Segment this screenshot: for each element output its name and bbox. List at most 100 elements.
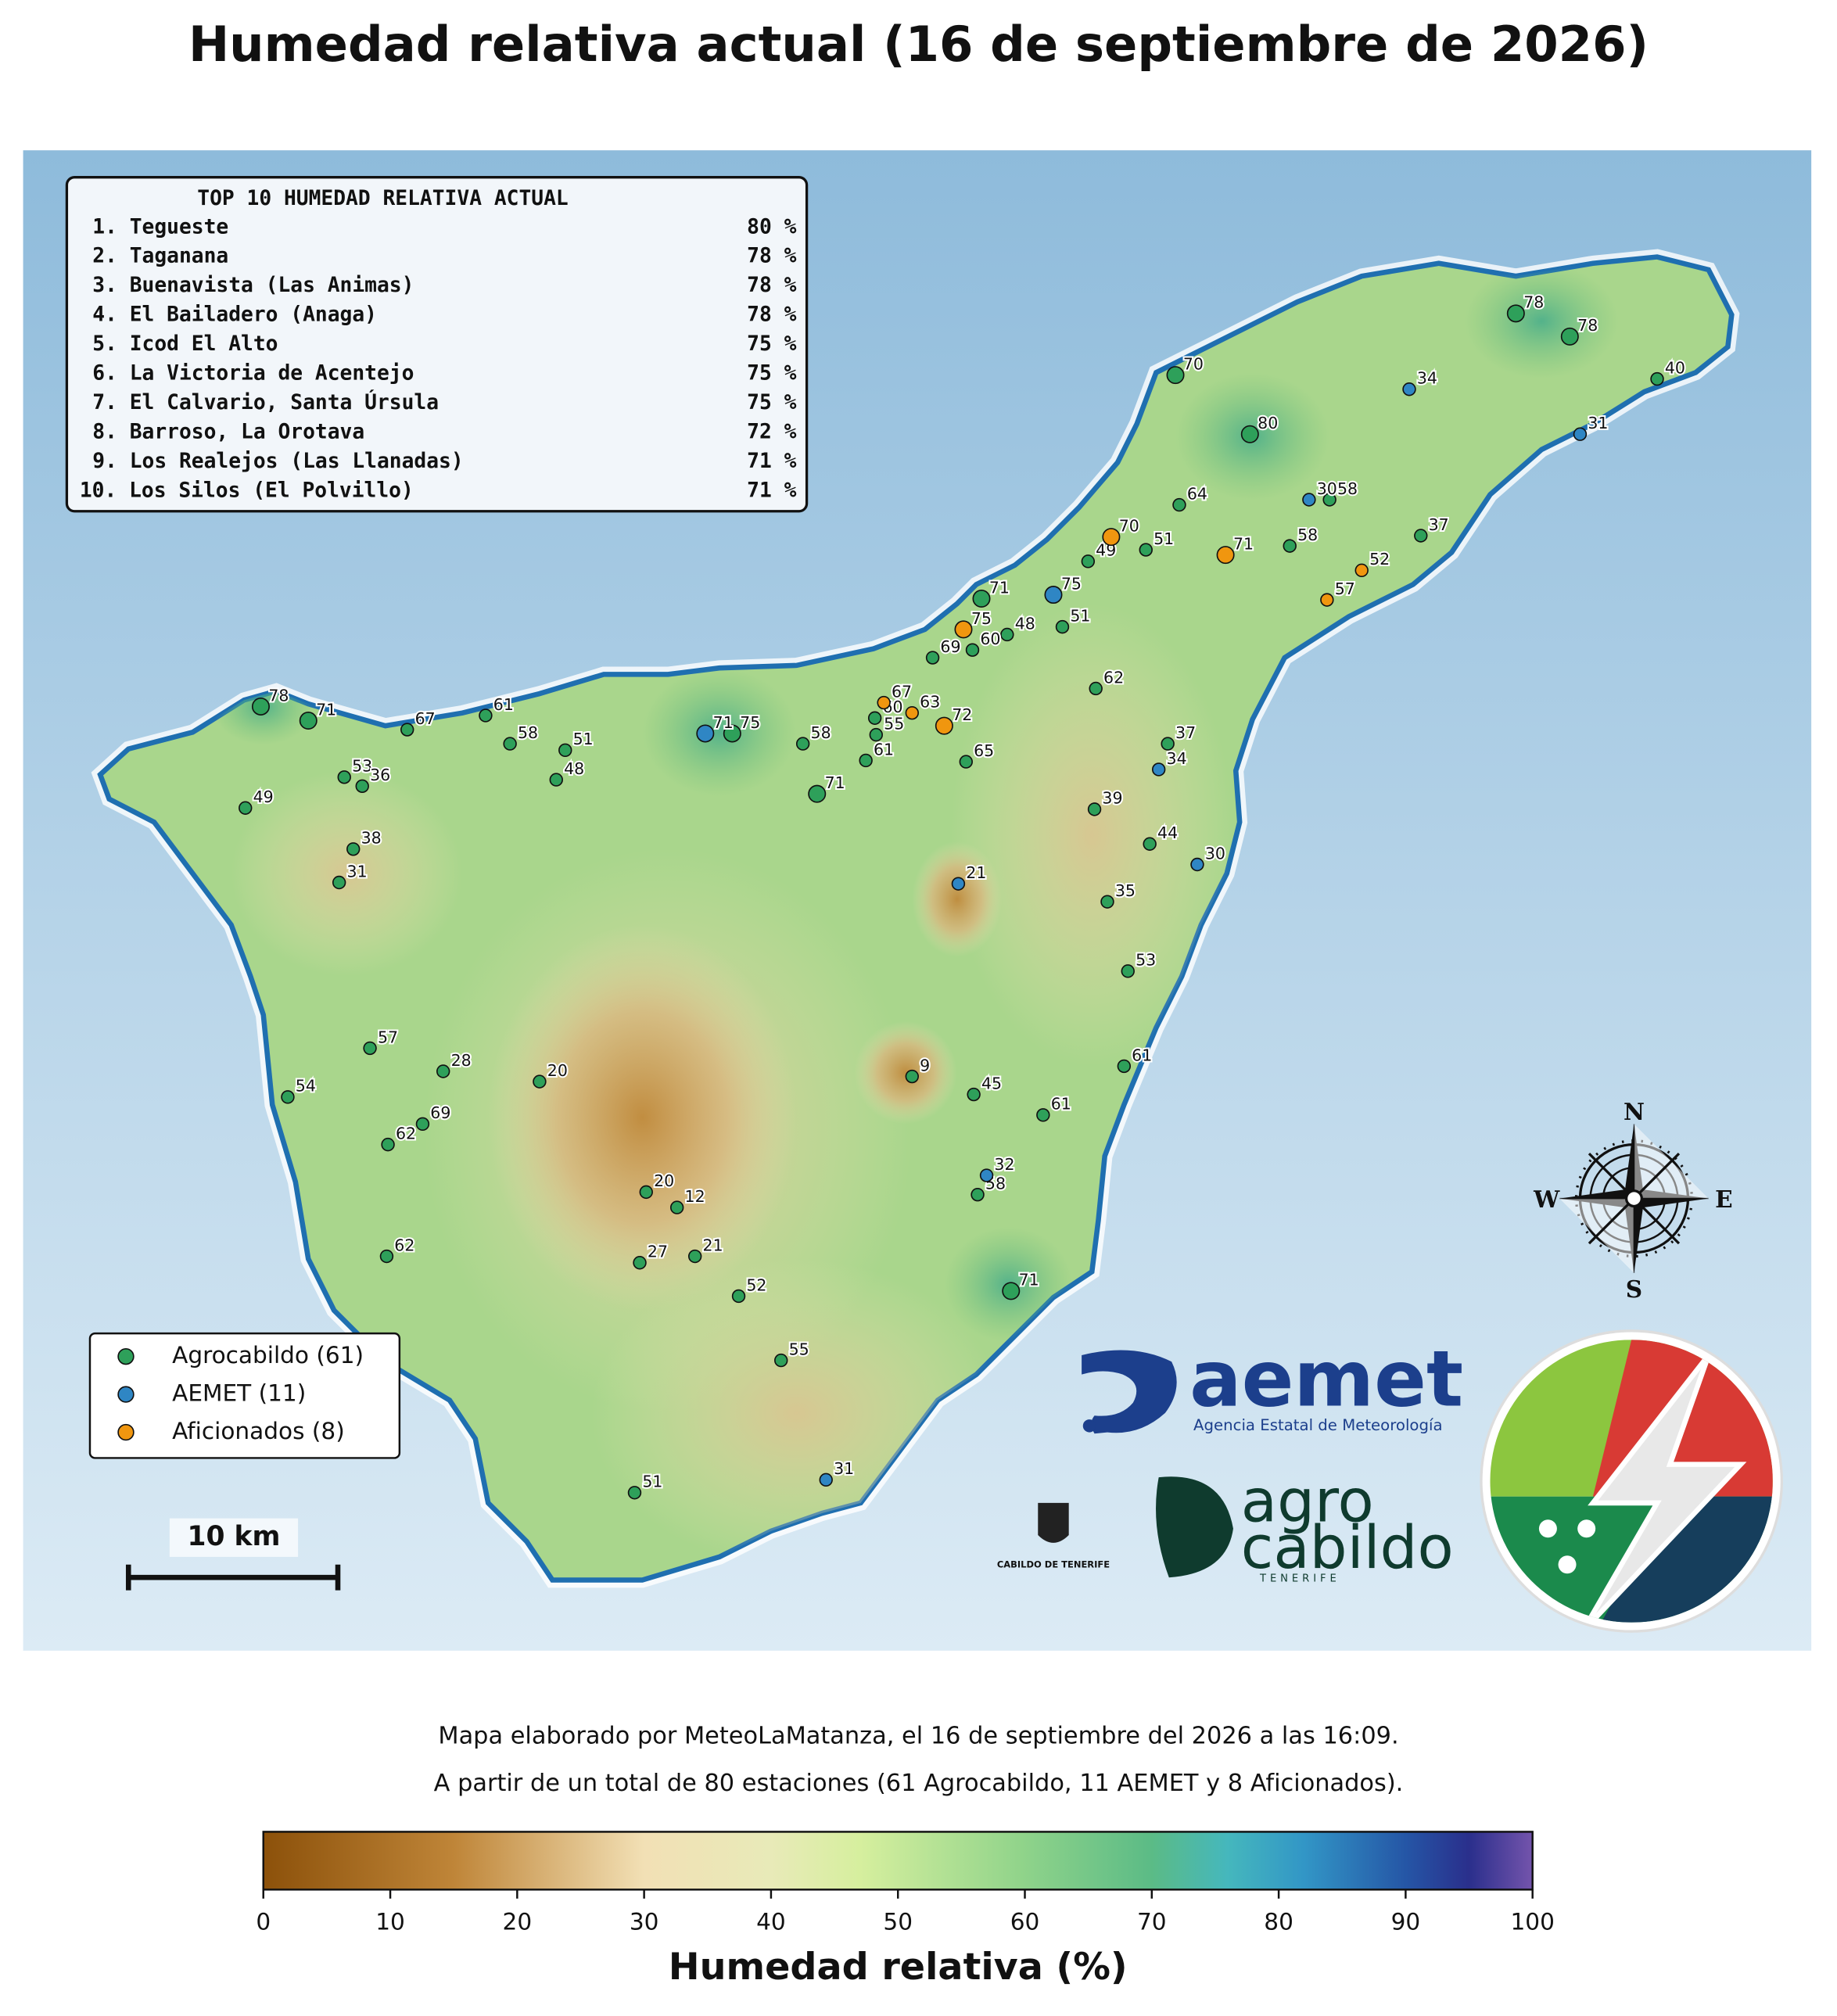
station xyxy=(558,743,572,758)
colorbar-tick-label: 90 xyxy=(1391,1909,1421,1935)
humidity-zone xyxy=(642,668,797,797)
station-value: 75 xyxy=(971,609,992,628)
station-value: 71 xyxy=(989,578,1010,597)
station xyxy=(1402,382,1416,396)
station-value: 49 xyxy=(253,787,274,806)
station xyxy=(251,697,270,716)
station xyxy=(1172,497,1186,512)
station-value: 55 xyxy=(789,1340,809,1358)
legend-label: Agrocabildo (61) xyxy=(172,1342,364,1369)
station-value: 71 xyxy=(713,713,734,732)
station xyxy=(1100,895,1114,909)
legend-marker xyxy=(117,1423,135,1441)
station xyxy=(1087,802,1102,816)
station xyxy=(935,716,953,735)
top10-station: 6. La Victoria de Acentejo xyxy=(92,362,414,386)
station-value: 44 xyxy=(1157,823,1178,842)
station xyxy=(859,753,873,768)
station xyxy=(381,1137,395,1152)
station xyxy=(299,712,318,730)
scale-bar xyxy=(125,1564,341,1591)
station-value: 75 xyxy=(740,713,760,732)
station xyxy=(687,1249,702,1264)
station-value: 51 xyxy=(573,730,594,748)
station-value: 34 xyxy=(1167,749,1187,768)
legend-marker xyxy=(117,1347,135,1365)
compass-n: N xyxy=(1624,1098,1645,1125)
station xyxy=(1055,619,1070,634)
colorbar-tick-label: 10 xyxy=(375,1909,405,1935)
agrocabildo-logo: agro cabildo TENERIFE xyxy=(1156,1467,1454,1584)
station-value: 52 xyxy=(1369,550,1390,569)
top10-station: 8. Barroso, La Orotava xyxy=(92,420,364,443)
colorbar-ticks: 0 10 20 30 40 50 60 70 80 90 100 xyxy=(256,1889,1555,1935)
station-value: 58 xyxy=(1337,479,1358,498)
station-value: 31 xyxy=(834,1459,854,1478)
station-value: 62 xyxy=(394,1236,414,1254)
station-value: 45 xyxy=(981,1074,1002,1092)
station xyxy=(723,724,741,743)
station-value: 70 xyxy=(1119,516,1139,535)
top10-station: 9. Los Realejos (Las Llanadas) xyxy=(92,450,463,473)
station xyxy=(549,773,563,787)
station-value: 64 xyxy=(1187,484,1207,503)
station xyxy=(1036,1108,1050,1122)
station xyxy=(400,723,414,737)
station xyxy=(967,1087,981,1102)
top10-value: 78 % xyxy=(747,274,796,297)
top10-value: 78 % xyxy=(747,303,796,327)
station xyxy=(355,779,369,794)
station xyxy=(819,1473,833,1487)
station xyxy=(951,877,966,891)
station-value: 61 xyxy=(1051,1095,1071,1114)
station xyxy=(1322,493,1336,507)
top10-title: TOP 10 HUMEDAD RELATIVA ACTUAL xyxy=(197,187,568,210)
station-value: 57 xyxy=(1335,579,1355,598)
top10-rows: 1. Tegueste 80 % 2. Taganana 78 % 3. Buenavi… xyxy=(80,215,797,502)
station xyxy=(808,784,827,803)
station-value: 37 xyxy=(1429,515,1449,534)
station xyxy=(1283,539,1297,553)
station xyxy=(1560,327,1579,346)
top10-value: 78 % xyxy=(747,245,796,268)
station-value: 62 xyxy=(396,1124,416,1143)
station-value: 78 xyxy=(1523,293,1544,312)
station xyxy=(1151,762,1166,777)
humidity-zone xyxy=(912,841,1003,957)
station-value: 67 xyxy=(892,682,912,701)
station-value: 36 xyxy=(370,766,390,784)
station-value: 61 xyxy=(493,695,514,714)
station-value: 71 xyxy=(316,700,336,719)
station-value: 58 xyxy=(518,723,538,742)
agro-name: agro xyxy=(1241,1467,1374,1536)
legend-box xyxy=(88,1332,401,1459)
station-value: 58 xyxy=(1297,526,1318,544)
station-value: 69 xyxy=(430,1103,450,1122)
aemet-name: aemet xyxy=(1189,1336,1463,1425)
station xyxy=(281,1090,295,1104)
station xyxy=(1573,427,1588,441)
compass-e: E xyxy=(1715,1186,1733,1213)
footer-line: A partir de un total de 80 estaciones (6… xyxy=(434,1770,1404,1797)
legend-marker xyxy=(117,1386,135,1403)
station-value: 40 xyxy=(1665,358,1685,377)
station xyxy=(1117,1059,1132,1074)
colorbar-tick-label: 40 xyxy=(756,1909,786,1935)
top10-station: 4. El Bailadero (Anaga) xyxy=(92,303,377,327)
station xyxy=(971,1187,985,1202)
station-value: 48 xyxy=(1015,614,1035,633)
station-value: 52 xyxy=(746,1275,766,1294)
station-value: 27 xyxy=(648,1243,668,1261)
station xyxy=(1102,528,1121,547)
station-value: 58 xyxy=(811,723,831,742)
station-value: 53 xyxy=(1136,951,1156,970)
station xyxy=(415,1117,430,1132)
station xyxy=(379,1249,394,1264)
top10-station: 10. Los Silos (El Polvillo) xyxy=(80,479,414,502)
aemet-logo: aemet Agencia Estatal de Meteorología xyxy=(1082,1336,1463,1434)
station xyxy=(1161,737,1175,751)
station xyxy=(346,842,361,856)
station-value: 61 xyxy=(1132,1046,1152,1064)
station-value: 20 xyxy=(547,1061,568,1080)
station xyxy=(1414,529,1428,543)
